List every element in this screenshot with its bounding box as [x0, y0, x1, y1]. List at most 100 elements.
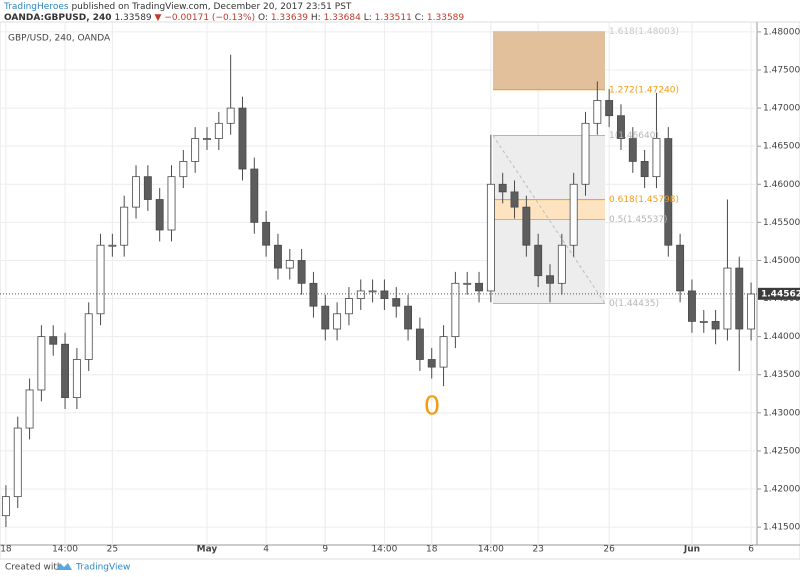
candle-body	[392, 298, 401, 307]
candle-body	[368, 290, 377, 293]
y-tick-label: 1.45500	[763, 218, 800, 228]
footer-brand[interactable]: TradingView	[75, 563, 130, 573]
candle-body	[226, 107, 235, 124]
candle-body	[534, 244, 543, 277]
candle-body	[463, 282, 472, 285]
candle-body	[25, 389, 34, 429]
ohlc-value: 1.33639	[270, 13, 309, 23]
x-tick-label: 6	[748, 545, 754, 555]
candle-body	[699, 321, 708, 323]
candle-body	[203, 138, 211, 140]
candle-body	[439, 336, 448, 368]
ohlc-label: L:	[363, 13, 372, 23]
fib-diagonal	[492, 135, 606, 304]
candle-body	[1, 496, 10, 517]
ohlc-label: C:	[414, 13, 425, 23]
candle-body	[557, 244, 566, 284]
candle-body	[676, 244, 685, 292]
candle-body	[155, 199, 164, 231]
x-tick-label: Jun	[683, 545, 700, 555]
candle-body	[510, 191, 519, 208]
candle-body	[84, 313, 93, 360]
candle-body	[49, 336, 58, 345]
ohlc: O: 1.33639 H: 1.33684 L: 1.33511 C: 1.33…	[258, 13, 464, 23]
candle-body	[380, 290, 389, 299]
annotation: 0	[424, 392, 441, 422]
y-tick-label: 1.46500	[763, 142, 800, 152]
candle-body	[723, 267, 732, 330]
publisher[interactable]: TradingHeroes	[4, 2, 69, 12]
candle-body	[475, 282, 483, 292]
ohlc-value: 1.33511	[374, 13, 412, 23]
candle-body	[652, 138, 661, 178]
candle-body	[617, 115, 625, 139]
candle-body	[108, 244, 117, 247]
candle-body	[605, 100, 614, 117]
x-tick-label: 18	[426, 545, 438, 555]
x-tick-label: 26	[603, 545, 615, 555]
fib-zone	[493, 31, 605, 90]
x-tick-label: 18	[0, 545, 12, 555]
candle-body	[96, 244, 105, 315]
candle-body	[61, 343, 70, 398]
y-tick-label: 1.45000	[763, 256, 800, 266]
candle-body	[711, 321, 720, 330]
price: 1.33589	[114, 13, 152, 23]
candle-body	[309, 282, 318, 307]
candle-body	[451, 282, 460, 338]
y-tick-label: 1.42500	[763, 446, 800, 456]
y-tick-label: 1.43500	[763, 370, 800, 380]
y-tick-label: 1.48000	[763, 27, 800, 37]
change: ▼ −0.00171 (−0.13%)	[154, 13, 256, 23]
candle-body	[143, 176, 152, 200]
candle-body	[238, 107, 247, 170]
y-tick-label: 1.46000	[763, 180, 800, 190]
candle-body	[285, 260, 294, 269]
brand-logo	[56, 563, 72, 570]
y-tick-label: 1.47500	[763, 65, 800, 75]
y-tick-label: 1.42000	[763, 485, 800, 495]
y-tick-label: 1.43000	[763, 408, 800, 418]
y-tick-label: 1.47000	[763, 104, 800, 114]
candle-body	[664, 138, 673, 246]
fib-label: 1.618(1.48003)	[609, 27, 679, 37]
candle-body	[321, 305, 330, 330]
candle-body	[498, 183, 507, 193]
y-tick-label: 1.44000	[763, 332, 800, 342]
x-tick-label: 23	[532, 545, 543, 555]
chart-title: GBP/USD, 240, OANDA	[8, 34, 111, 44]
candle-body	[120, 206, 129, 246]
candle-body	[486, 183, 495, 292]
ohlc-value: 1.33684	[323, 13, 361, 23]
published: published on TradingView.com, December 2…	[71, 2, 352, 12]
x-tick-label: May	[197, 545, 218, 555]
candle-body	[214, 122, 223, 139]
symbol-line: OANDA:GBPUSD, 240 1.33589 ▼ −0.00171 (−0…	[4, 13, 464, 23]
candle-body	[274, 244, 282, 269]
x-tick-label: 9	[322, 545, 328, 555]
candle-body	[546, 275, 554, 284]
ohlc-label: O:	[257, 13, 268, 23]
candle-body	[747, 293, 756, 330]
header-line: TradingHeroes published on TradingView.c…	[4, 2, 351, 12]
fib-label: 0(1.44435)	[609, 299, 659, 309]
x-tick-label: 4	[263, 545, 269, 555]
candle-body	[569, 183, 578, 246]
candle-body	[640, 161, 649, 178]
fib-label: 0.5(1.45537)	[609, 215, 668, 225]
last-price-tag	[758, 287, 800, 300]
candle-body	[179, 161, 188, 178]
last-price-label: 1.44562	[761, 289, 800, 299]
candle-body	[628, 138, 637, 162]
candle-body	[132, 176, 140, 208]
candle-body	[167, 176, 176, 231]
ohlc-label: H:	[310, 13, 321, 23]
candle-body	[250, 168, 259, 223]
candle-body	[415, 328, 424, 360]
candle-body	[427, 359, 436, 368]
candle-body	[37, 336, 46, 391]
footer-created: Created with	[5, 563, 63, 573]
x-tick-label: 25	[107, 545, 118, 555]
